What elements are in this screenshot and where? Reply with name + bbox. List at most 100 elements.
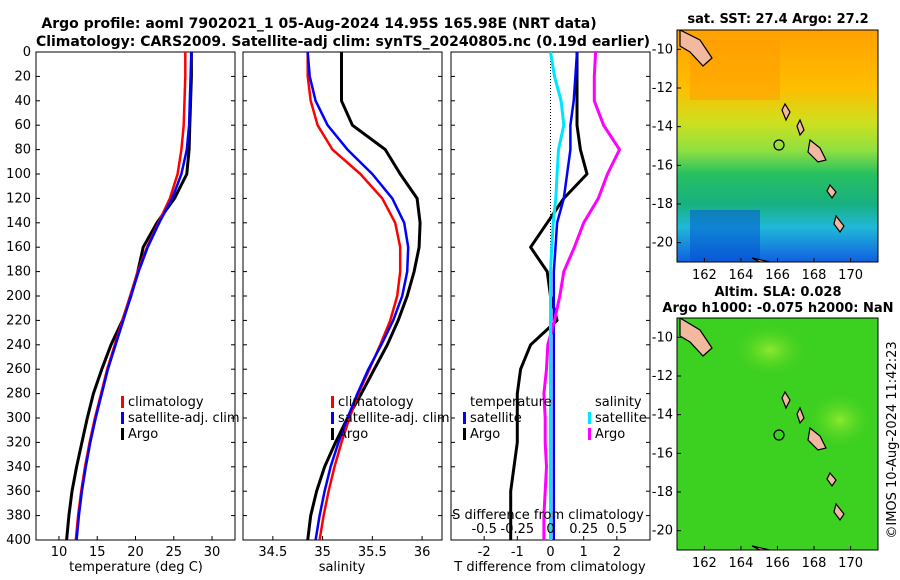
legend-swatch-climatology — [331, 396, 334, 408]
sla-coastlines — [679, 318, 845, 550]
lon-tick-label: 162 — [692, 268, 717, 283]
salinity-panel: 34.5 35 35.5 36 salinity climatology satell… — [242, 51, 450, 575]
salinity-legend: climatology satellite-adj. clim Argo — [331, 395, 450, 442]
island-sw — [751, 545, 771, 550]
legend-swatch-argo — [121, 428, 124, 440]
depth-tick-label: 260 — [6, 362, 31, 377]
sla-map-title-1: Altim. SLA: 0.028 — [715, 285, 842, 300]
difference-xlabel: T difference from climatology — [453, 560, 646, 575]
island-south — [833, 214, 845, 234]
depth-tick-label: 40 — [14, 94, 31, 109]
sst-map-ticks: -10 -12 -14 -16 -18 -20 162 164 166 168 170 — [652, 42, 863, 283]
lat-tick-label: -16 — [652, 158, 673, 173]
depth-tick-label: 160 — [6, 240, 31, 255]
series-line-satellite-adj-clim — [306, 52, 410, 540]
series-line-satellite-adj-clim — [75, 52, 193, 540]
series-line-argo — [306, 52, 422, 540]
difference-ticks: -2 -1 0 1 2 — [451, 51, 650, 560]
lat-tick-label: -12 — [652, 369, 673, 384]
legend-label-s-satellite: satellite — [595, 411, 647, 426]
series-line-temperature-satellite — [552, 52, 579, 540]
x-tick-label: 35.5 — [358, 545, 387, 560]
depth-tick-label: 100 — [6, 167, 31, 182]
legend-label-climatology: climatology — [128, 395, 204, 410]
temperature-xlabel: temperature (deg C) — [69, 560, 203, 575]
sla-map-title-2: Argo h1000: -0.075 h2000: NaN — [662, 301, 893, 316]
legend-title-temperature: temperature — [470, 395, 552, 410]
salinity-xlabel: salinity — [319, 560, 366, 575]
temperature-panel: 10 15 20 25 30 temperature (deg C) climatolo… — [35, 51, 240, 575]
depth-tick-label: 200 — [6, 289, 31, 304]
lat-tick-label: -12 — [652, 81, 673, 96]
sst-map-title: sat. SST: 27.4 Argo: 27.2 — [687, 12, 868, 27]
salinity-axes — [242, 51, 443, 541]
x-tick-label: 1 — [580, 545, 588, 560]
lon-tick-label: 162 — [692, 556, 717, 571]
x-tick-label: 15 — [89, 545, 106, 560]
sst-cool-patch — [690, 210, 760, 262]
s-diff-tick-label: 0 — [546, 522, 554, 537]
x-tick-label: -2 — [478, 545, 491, 560]
depth-tick-label: 20 — [14, 69, 31, 84]
sla-high-patch — [730, 322, 810, 378]
island-north-west — [679, 30, 713, 67]
island-north-west — [679, 318, 713, 357]
island-vanuatu-2 — [781, 390, 791, 410]
depth-tick-label: 80 — [14, 143, 31, 158]
lon-tick-label: 168 — [802, 268, 827, 283]
legend-label-t-argo: Argo — [470, 427, 500, 442]
island-vanuatu-2 — [781, 102, 791, 122]
lat-tick-label: -18 — [652, 485, 673, 500]
difference-panel: -2 -1 0 1 2 T difference from climatology S … — [450, 51, 651, 575]
lon-tick-label: 166 — [765, 556, 790, 571]
island-vanuatu-4 — [796, 406, 805, 425]
lat-tick-label: -20 — [652, 236, 673, 251]
salinity-lines — [306, 52, 422, 540]
island-vanuatu-3 — [826, 471, 837, 488]
title-line-2: Climatology: CARS2009. Satellite-adj cli… — [36, 34, 650, 50]
lon-tick-label: 170 — [838, 268, 863, 283]
x-tick-label: 10 — [51, 545, 68, 560]
depth-tick-label: 300 — [6, 411, 31, 426]
depth-tick-label: 60 — [14, 118, 31, 133]
sla-high-patch-2 — [805, 390, 875, 450]
lon-tick-label: 164 — [729, 556, 754, 571]
sla-map: Altim. SLA: 0.028 Argo h1000: -0.075 h20… — [652, 285, 894, 571]
difference-legend: temperature satellite Argo salinity sate… — [463, 395, 647, 442]
lon-tick-label: 168 — [802, 556, 827, 571]
legend-swatch-s-satellite — [588, 412, 591, 424]
legend-swatch-satellite — [121, 412, 124, 424]
series-line-climatology — [306, 52, 402, 540]
series-line-salinity-satellite — [549, 52, 566, 540]
lat-tick-label: -16 — [652, 446, 673, 461]
lon-tick-label: 166 — [765, 268, 790, 283]
temperature-axes — [35, 51, 236, 541]
x-tick-label: 30 — [204, 545, 221, 560]
depth-tick-label: 360 — [6, 484, 31, 499]
legend-label-t-satellite: satellite — [470, 411, 522, 426]
lon-tick-label: 170 — [838, 556, 863, 571]
temperature-lines — [65, 52, 193, 540]
lon-tick-label: 164 — [729, 268, 754, 283]
depth-tick-label: 320 — [6, 435, 31, 450]
legend-label-argo: Argo — [128, 427, 158, 442]
depth-tick-label: 340 — [6, 460, 31, 475]
island-sw — [751, 257, 771, 262]
s-difference-ticks: -0.5 -0.25 0 0.25 0.5 — [471, 522, 627, 537]
depth-tick-label: 220 — [6, 313, 31, 328]
lat-tick-label: -14 — [652, 120, 673, 135]
island-vanuatu-4 — [796, 118, 805, 137]
s-diff-tick-label: -0.5 — [471, 522, 496, 537]
depth-tick-label: 0 — [23, 45, 31, 60]
x-tick-label: -1 — [511, 545, 524, 560]
footer-stamp: ©IMOS 10-Aug-2024 11:42:23 — [885, 341, 900, 538]
x-tick-label: 35 — [314, 545, 331, 560]
island-south — [833, 502, 845, 522]
lat-tick-label: -10 — [652, 330, 673, 345]
x-tick-label: 36 — [414, 545, 431, 560]
x-tick-label: 20 — [127, 545, 144, 560]
legend-swatch-climatology — [121, 396, 124, 408]
x-tick-label: 25 — [165, 545, 182, 560]
legend-swatch-argo — [331, 428, 334, 440]
legend-title-salinity: salinity — [595, 395, 642, 410]
